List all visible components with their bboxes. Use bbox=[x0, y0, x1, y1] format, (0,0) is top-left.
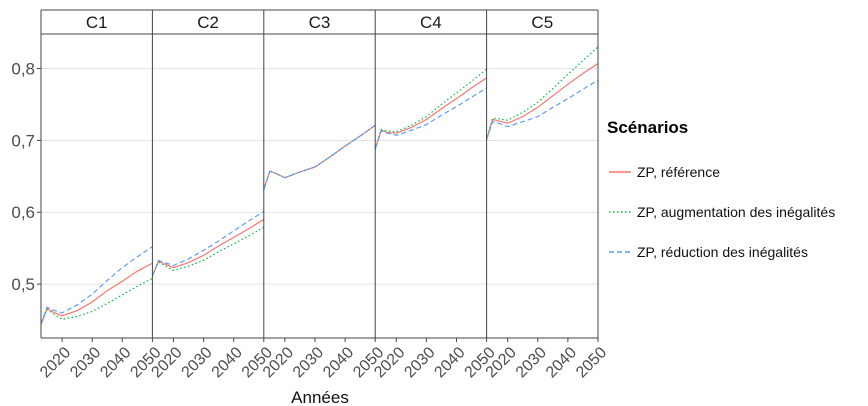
x-tick-label: 2030 bbox=[513, 344, 550, 381]
legend-key-reference bbox=[609, 171, 631, 173]
series-line-aug bbox=[374, 68, 487, 150]
facet-strip-bg bbox=[152, 10, 264, 34]
x-axis-title: Années bbox=[291, 388, 349, 406]
series-line-aug bbox=[40, 277, 153, 325]
y-tick-label: 0,6 bbox=[11, 203, 35, 222]
series-line-ref bbox=[374, 77, 487, 150]
x-tick-label: 2050 bbox=[573, 344, 610, 381]
legend-label-augmentation: ZP, augmentation des inégalités bbox=[637, 204, 836, 220]
legend-label-reduction: ZP, réduction des inégalités bbox=[637, 244, 808, 260]
series-line-ref bbox=[263, 124, 376, 190]
y-axis: 0,5 0,6 0,7 0,8 bbox=[11, 59, 41, 294]
series-line-ref bbox=[40, 262, 153, 325]
facet-strips: C1 C2 C3 C4 C5 bbox=[41, 10, 598, 34]
facet-label: C5 bbox=[531, 13, 553, 32]
legend-item-reference: ZP, référence bbox=[607, 152, 868, 192]
x-tick-label: 2040 bbox=[97, 344, 134, 381]
series-line-ref bbox=[486, 62, 599, 140]
x-tick-label: 2040 bbox=[543, 344, 580, 381]
panel-c5 bbox=[486, 46, 599, 285]
y-tick-label: 0,5 bbox=[11, 275, 35, 294]
legend-key-reduction bbox=[609, 251, 631, 253]
panel-c4 bbox=[374, 68, 487, 285]
legend-key-augmentation bbox=[609, 211, 631, 213]
facet-label: C2 bbox=[197, 13, 219, 32]
facet-label: C3 bbox=[309, 13, 331, 32]
legend-title: Scénarios bbox=[607, 118, 689, 137]
y-tick-label: 0,7 bbox=[11, 131, 35, 150]
x-tick-label: 2040 bbox=[209, 344, 246, 381]
series-line-red bbox=[151, 211, 265, 277]
series-line-red bbox=[263, 124, 376, 190]
legend-item-reduction: ZP, réduction des inégalités bbox=[607, 232, 868, 272]
x-tick-label: 2030 bbox=[401, 344, 438, 381]
panel-c3 bbox=[263, 68, 376, 285]
facet-strip-bg bbox=[41, 10, 153, 34]
x-tick-label: 2040 bbox=[320, 344, 357, 381]
series-line-red bbox=[40, 246, 153, 325]
panel-c2 bbox=[151, 68, 265, 285]
x-axis: 2020203020402050202020302040205020202030… bbox=[37, 338, 610, 381]
facet-label: C1 bbox=[86, 13, 108, 32]
facet-strip-bg bbox=[375, 10, 487, 34]
series-line-aug bbox=[486, 46, 599, 140]
legend: Scénarios ZP, référence ZP, augmentation… bbox=[607, 118, 868, 272]
series-line-red bbox=[486, 79, 599, 140]
series-line-aug bbox=[263, 124, 376, 190]
x-tick-label: 2030 bbox=[290, 344, 327, 381]
facet-label: C4 bbox=[420, 13, 442, 32]
y-tick-label: 0,8 bbox=[11, 59, 35, 78]
legend-item-augmentation: ZP, augmentation des inégalités bbox=[607, 192, 868, 232]
series-line-ref bbox=[151, 218, 265, 277]
plot-panels bbox=[40, 9, 599, 339]
series-line-red bbox=[374, 87, 487, 150]
x-tick-label: 2040 bbox=[431, 344, 468, 381]
panel-c1 bbox=[40, 68, 153, 325]
x-tick-label: 2020 bbox=[37, 344, 74, 381]
x-tick-label: 2030 bbox=[179, 344, 216, 381]
series-line-aug bbox=[151, 226, 265, 277]
facet-strip-bg bbox=[486, 10, 598, 34]
x-tick-label: 2030 bbox=[67, 344, 104, 381]
facet-strip-bg bbox=[263, 10, 376, 34]
legend-label-reference: ZP, référence bbox=[637, 164, 721, 180]
